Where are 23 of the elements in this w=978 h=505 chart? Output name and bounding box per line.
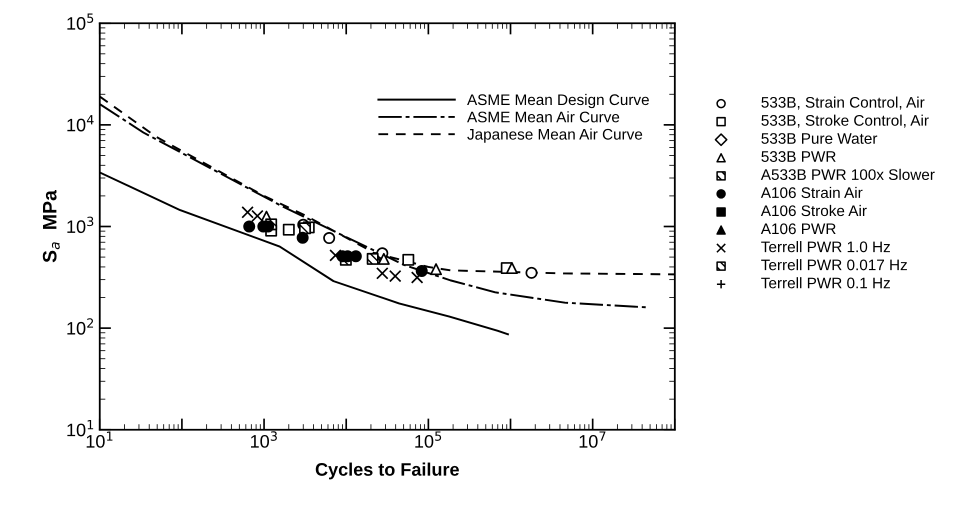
legend-label: Terrell PWR 0.1 Hz [761,277,890,288]
x-axis-title: Cycles to Failure [316,462,459,480]
legend-label: A106 Stroke Air [760,204,867,216]
y-tick-label: 10$^{5}$ [67,14,94,30]
legend-label: 533B PWR [761,151,836,162]
legend-label: Terrell PWR 0.017 Hz [761,259,907,270]
legend-label: 533B, Strain Control, Air [761,96,924,110]
x-tick-label: 10$^{3}$ [250,431,277,448]
y-tick-label: 10$^{2}$ [67,318,94,335]
legend-label: ASME Mean Design Curve [467,94,649,108]
y-axis-title: S$_{a}$ MPa [42,190,60,262]
x-tick-label: 10$^{5}$ [415,431,442,448]
legend-label: Japanese Mean Air Curve [467,128,642,143]
legend-label: 533B Pure Water [761,133,878,144]
legend-label: ASME Mean Air Curve [467,111,620,122]
y-tick-label: 10$^{3}$ [67,216,94,234]
legend-label: Terrell PWR 1.0 Hz [761,241,890,252]
y-tick-label: 10$^{4}$ [67,115,94,132]
legend-label: A106 Strain Air [760,186,862,198]
legend-label: A533B PWR 100x Slower [760,168,935,180]
legend-label: A106 PWR [760,223,836,234]
x-tick-label: 10$^{7}$ [580,431,606,448]
legend-label: 533B, Stroke Control, Air [761,114,929,128]
